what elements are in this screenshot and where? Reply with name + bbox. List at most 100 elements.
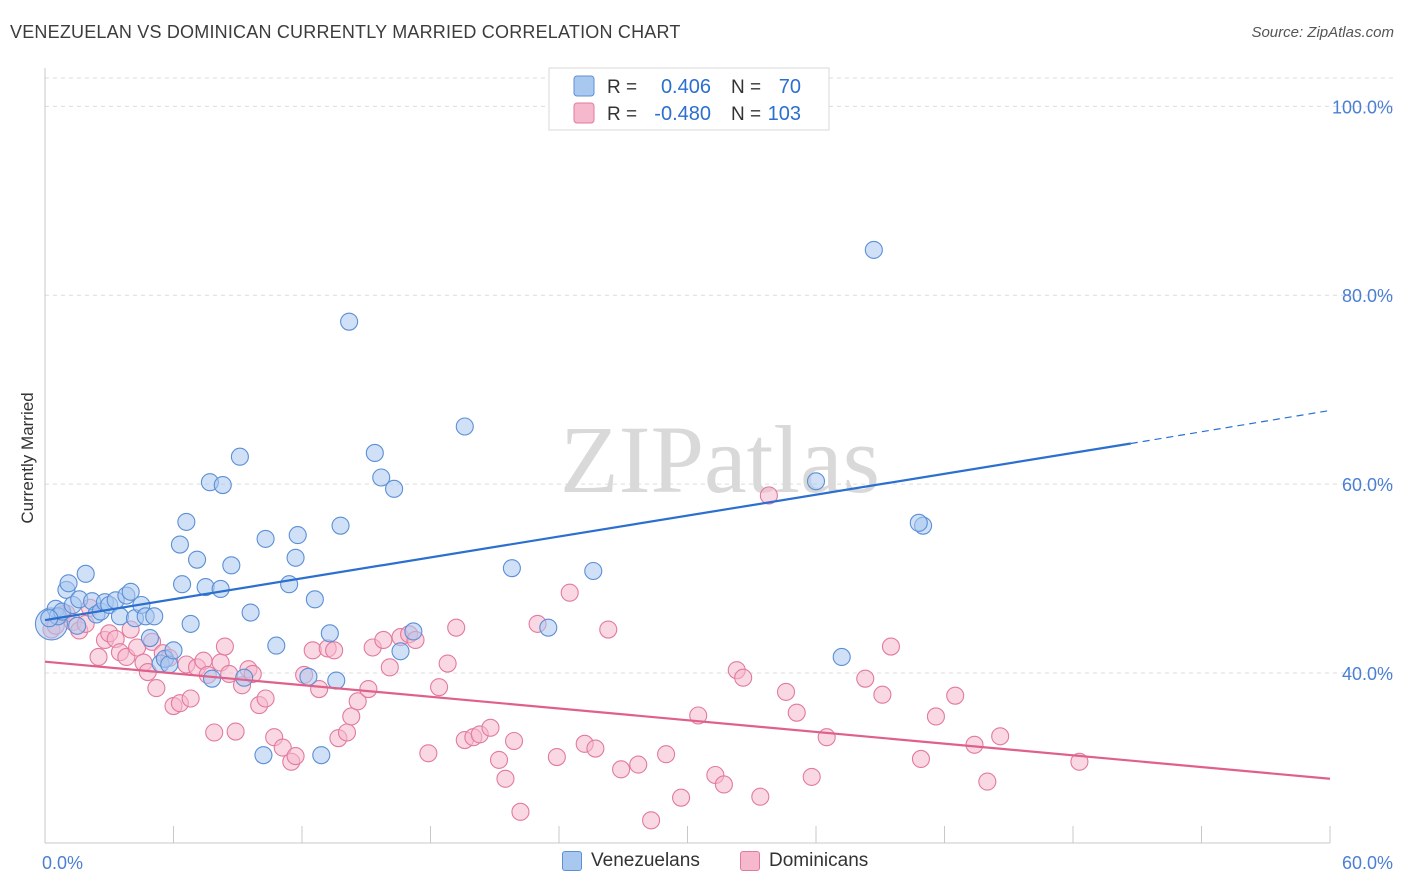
- venezuelan-point-36: [211, 579, 230, 598]
- legend-r-label-2: R =: [607, 104, 637, 125]
- venezuelan-point-59: [404, 622, 423, 641]
- legend-r-value-2: -0.480: [654, 103, 711, 125]
- venezuelan-point-68: [909, 513, 928, 532]
- dominican-point-88: [759, 486, 778, 505]
- venezuelan-point-43: [256, 529, 275, 548]
- dominican-point-100: [978, 772, 997, 791]
- dominican-point-40: [273, 738, 292, 757]
- legend-label-dominicans: Dominicans: [769, 850, 869, 871]
- venezuelan-trend-line: [44, 442, 1132, 622]
- venezuelan-point-38: [222, 556, 241, 575]
- dominican-point-87: [751, 787, 770, 806]
- dominican-point-38: [256, 689, 275, 708]
- venezuelan-point-58: [391, 642, 410, 661]
- dominican-point-84: [714, 775, 733, 794]
- dominican-point-90: [787, 703, 806, 722]
- dominican-point-55: [380, 658, 399, 677]
- dominican-point-102: [1070, 752, 1089, 771]
- dominican-point-62: [447, 618, 466, 637]
- dominican-point-50: [342, 707, 361, 726]
- dominican-point-95: [881, 637, 901, 656]
- venezuelan-point-35: [203, 669, 222, 688]
- dominican-point-67: [489, 750, 509, 769]
- venezuelan-point-39: [230, 447, 249, 466]
- dominican-point-44: [303, 641, 322, 660]
- legend: R = 0.406 N = 70 R = -0.480 N = 103: [548, 67, 830, 131]
- legend-swatch-venezuelans-bottom: [562, 851, 582, 871]
- venezuelan-point-22: [140, 629, 159, 648]
- legend-item-dominicans: Dominicans: [740, 850, 868, 872]
- venezuelan-point-32: [188, 550, 207, 569]
- venezuelan-point-54: [340, 312, 359, 331]
- venezuelan-point-18: [121, 582, 140, 601]
- venezuelan-point-55: [365, 443, 384, 462]
- dominican-points: [42, 486, 1089, 830]
- y-tick-label-2: 80.0%: [1342, 286, 1393, 306]
- dominican-point-93: [856, 669, 875, 688]
- legend-label-venezuelans: Venezuelans: [591, 850, 700, 871]
- y-tick-label-0: 40.0%: [1342, 664, 1393, 684]
- chart-title: VENEZUELAN VS DOMINICAN CURRENTLY MARRIE…: [10, 22, 681, 42]
- dominican-point-77: [612, 760, 631, 779]
- watermark: ZIPatlas: [560, 406, 880, 513]
- dominican-point-19: [147, 679, 166, 698]
- venezuelan-point-57: [385, 479, 404, 498]
- venezuelan-point-64: [806, 472, 826, 491]
- dominican-point-45: [310, 680, 329, 699]
- venezuelan-point-41: [241, 603, 260, 622]
- dominican-point-96: [911, 749, 930, 768]
- venezuelan-point-60: [455, 417, 474, 436]
- dominican-point-47: [325, 641, 344, 660]
- legend-r-value-1: 0.406: [661, 76, 711, 98]
- venezuelan-point-61: [502, 559, 521, 578]
- venezuelan-point-44: [267, 636, 286, 655]
- legend-swatch-venezuelans: [573, 75, 595, 97]
- venezuelan-point-27: [164, 641, 183, 660]
- y-tick-label-1: 60.0%: [1342, 475, 1393, 495]
- venezuelan-point-66: [864, 240, 883, 259]
- dominican-point-72: [547, 748, 566, 767]
- dominican-point-91: [802, 767, 821, 786]
- venezuelan-point-62: [539, 618, 558, 637]
- legend-item-venezuelans: Venezuelans: [562, 850, 700, 872]
- dominican-point-76: [599, 620, 618, 639]
- legend-n-value-2: 103: [768, 103, 801, 125]
- venezuelan-point-29: [173, 575, 192, 594]
- dominican-point-97: [926, 707, 945, 726]
- y-axis-label: Currently Married: [18, 392, 37, 523]
- dominican-point-52: [359, 680, 378, 699]
- venezuelan-point-45: [280, 575, 299, 594]
- tick-labels: 40.0% 60.0% 80.0% 100.0% 0.0% 60.0%: [42, 97, 1393, 873]
- venezuelan-point-46: [286, 548, 305, 567]
- dominican-point-81: [672, 788, 691, 807]
- x-tick-label-1: 60.0%: [1342, 853, 1393, 873]
- dominican-point-73: [560, 583, 579, 602]
- venezuelan-point-65: [832, 647, 851, 666]
- legend-n-label-2: N =: [731, 104, 761, 125]
- dominican-trend-line: [44, 660, 1331, 780]
- venezuelan-point-50: [312, 746, 331, 765]
- dominican-point-60: [430, 678, 449, 697]
- venezuelan-point-53: [331, 516, 350, 535]
- bottom-legend: Venezuelans Dominicans: [0, 850, 1406, 878]
- dominican-point-70: [511, 802, 530, 821]
- venezuelan-point-16: [110, 607, 130, 626]
- venezuelan-point-5: [59, 574, 78, 593]
- dominican-point-42: [286, 747, 305, 766]
- dominican-point-31: [215, 637, 234, 656]
- venezuelan-point-47: [288, 526, 307, 545]
- legend-n-label-1: N =: [731, 77, 761, 98]
- dominican-point-59: [419, 744, 438, 763]
- dominican-point-29: [205, 723, 224, 742]
- venezuelan-point-56: [372, 468, 391, 487]
- dominican-point-66: [481, 718, 500, 737]
- source-label: Source: ZipAtlas.com: [1251, 24, 1394, 41]
- dominican-point-89: [776, 682, 796, 701]
- venezuelan-point-52: [327, 671, 346, 690]
- dominican-point-25: [181, 689, 200, 708]
- dominican-point-80: [657, 745, 676, 764]
- venezuelan-point-30: [177, 512, 196, 531]
- dominican-point-94: [873, 685, 892, 704]
- venezuelan-point-63: [584, 561, 603, 581]
